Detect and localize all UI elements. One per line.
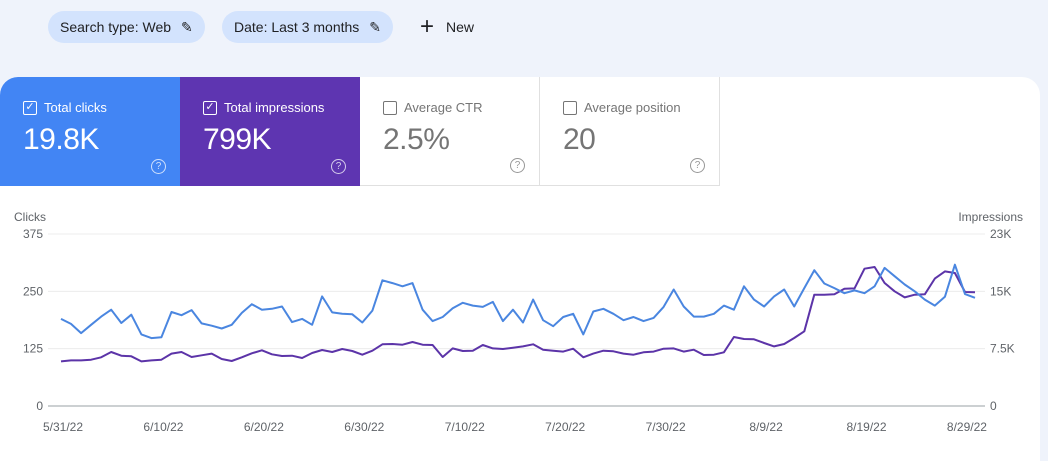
new-filter-button[interactable]: + New: [420, 11, 474, 43]
metric-tile-total-clicks[interactable]: ✓ Total clicks 19.8K ?: [0, 77, 180, 186]
help-icon[interactable]: ?: [331, 159, 346, 174]
checkbox-checked-icon[interactable]: ✓: [23, 100, 37, 115]
pencil-icon: ✎: [181, 18, 193, 35]
metric-value: 19.8K: [23, 123, 99, 156]
right-tick-label: 7.5K: [990, 342, 1015, 356]
left-tick-label: 0: [36, 399, 43, 413]
filter-label: Search type: Web: [60, 19, 172, 35]
metric-tile-average-position[interactable]: Average position 20 ?: [540, 77, 720, 186]
metric-label: Average CTR: [404, 100, 483, 115]
metric-value: 20: [563, 123, 596, 156]
x-tick-label: 7/20/22: [545, 420, 585, 434]
right-tick-label: 23K: [990, 227, 1011, 241]
plus-icon: +: [420, 13, 435, 40]
pencil-icon: ✎: [369, 18, 382, 35]
left-tick-label: 125: [23, 342, 43, 356]
x-tick-label: 6/10/22: [143, 420, 183, 434]
clicks-line: [60, 263, 976, 340]
performance-card: ✓ Total clicks 19.8K ? ✓ Total impressions…: [0, 77, 1040, 461]
metric-label: Total impressions: [224, 100, 325, 115]
x-tick-label: 8/29/22: [947, 420, 987, 434]
metric-value: 2.5%: [383, 123, 450, 156]
right-tick-label: 0: [990, 399, 997, 413]
metric-tile-total-impressions[interactable]: ✓ Total impressions 799K ?: [180, 77, 360, 186]
help-icon[interactable]: ?: [510, 158, 525, 173]
metric-tile-average-ctr[interactable]: Average CTR 2.5% ?: [360, 77, 540, 186]
impressions-line: [60, 266, 976, 363]
metric-label: Total clicks: [44, 100, 107, 115]
new-label: New: [446, 19, 475, 35]
x-tick-label: 8/19/22: [846, 420, 886, 434]
x-tick-label: 6/20/22: [244, 420, 284, 434]
filter-chip-date[interactable]: Date: Last 3 months ✎: [222, 11, 394, 43]
checkbox-icon[interactable]: [383, 100, 397, 115]
right-axis-label: Impressions: [958, 210, 1023, 224]
checkbox-icon[interactable]: [563, 100, 577, 115]
x-tick-label: 5/31/22: [43, 420, 83, 434]
help-icon[interactable]: ?: [151, 159, 166, 174]
checkbox-checked-icon[interactable]: ✓: [203, 100, 217, 115]
x-tick-label: 6/30/22: [344, 420, 384, 434]
help-icon[interactable]: ?: [690, 158, 705, 173]
left-tick-label: 250: [23, 284, 43, 298]
metric-value: 799K: [203, 123, 272, 156]
filter-label: Date: Last 3 months: [234, 19, 360, 35]
left-tick-label: 375: [23, 227, 43, 241]
filter-chip-search-type[interactable]: Search type: Web ✎: [48, 11, 205, 43]
x-tick-label: 8/9/22: [749, 420, 783, 434]
left-axis-label: Clicks: [14, 210, 46, 224]
right-tick-label: 15K: [990, 284, 1011, 298]
metric-label: Average position: [584, 100, 681, 115]
x-tick-label: 7/10/22: [445, 420, 485, 434]
x-tick-label: 7/30/22: [646, 420, 686, 434]
